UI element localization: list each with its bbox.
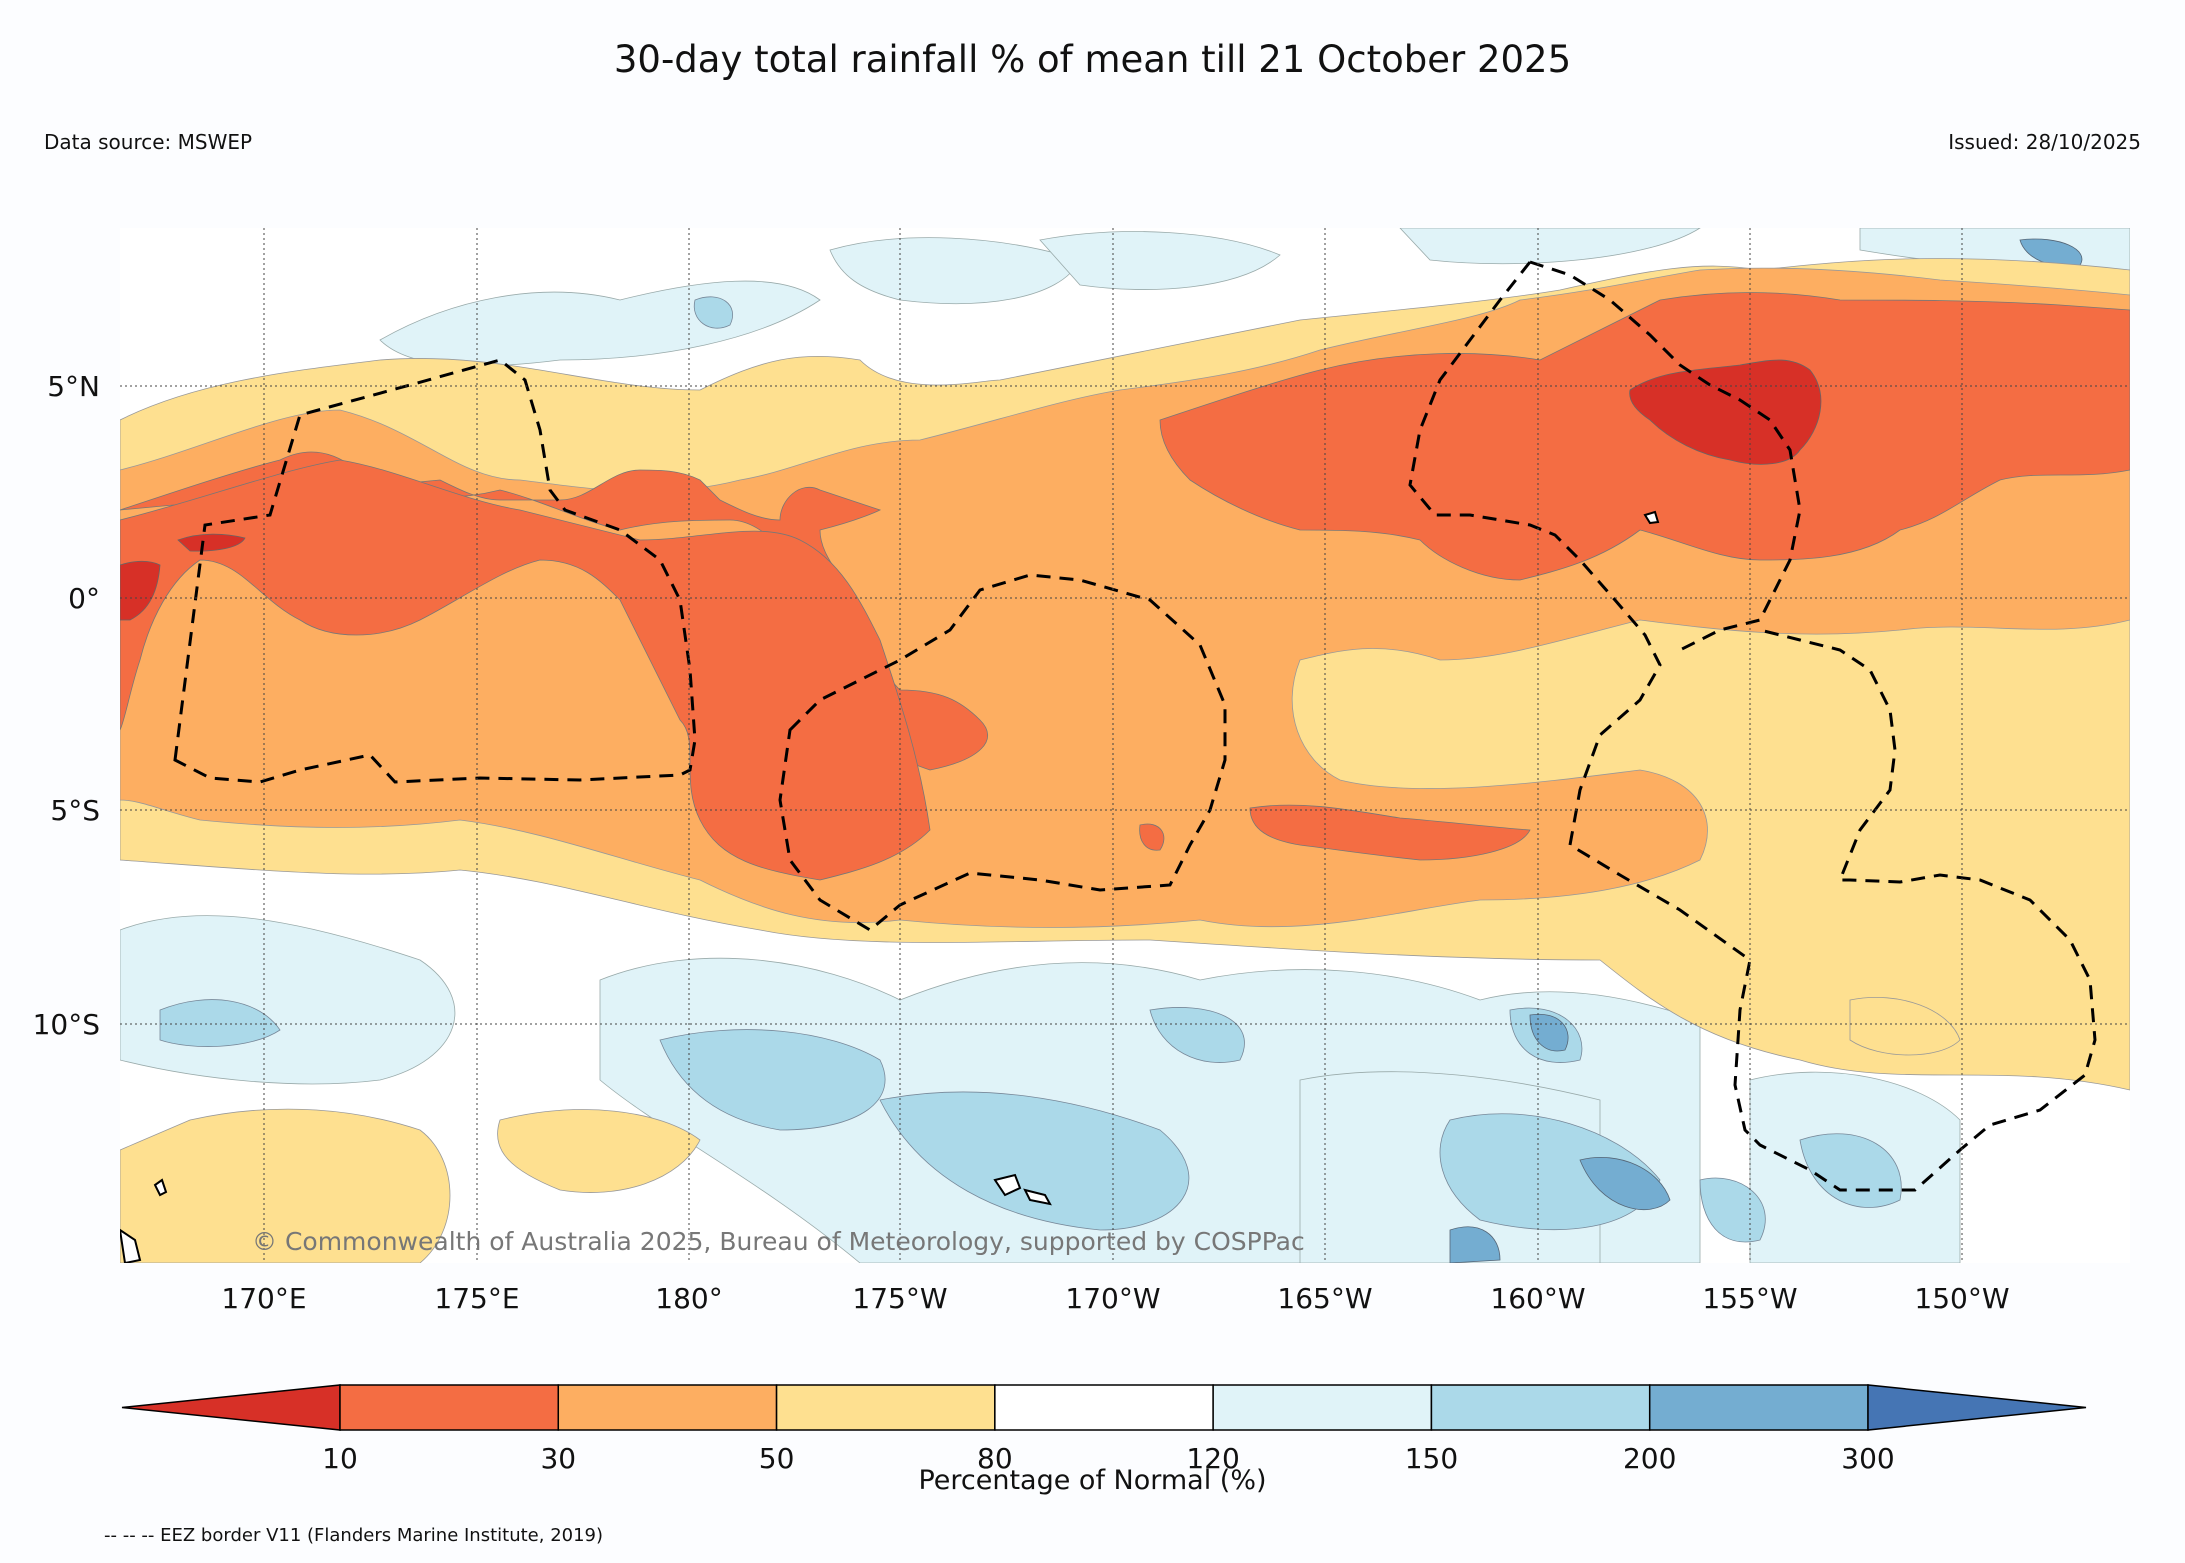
- very-dry-region: [120, 359, 1822, 621]
- dry-region: [120, 292, 2130, 881]
- data-source-label: Data source: MSWEP: [44, 130, 253, 154]
- issued-date-label: Issued: 28/10/2025: [1948, 130, 2141, 154]
- colorbar-title: Percentage of Normal (%): [918, 1465, 1267, 1496]
- eez-legend-note: -- -- -- EEZ border V11 (Flanders Marine…: [104, 1525, 604, 1546]
- colorbar-tick-label: 150: [1405, 1442, 1458, 1475]
- lon-label: 180°: [655, 1282, 722, 1315]
- colorbar-segment: [1648, 1384, 1869, 1431]
- above-region: [159, 296, 1902, 1243]
- lon-label: 150°W: [1914, 1282, 2009, 1315]
- colorbar-segment: [1430, 1384, 1651, 1431]
- chart-title: 30-day total rainfall % of mean till 21 …: [613, 38, 1572, 81]
- colorbar-segment: [994, 1384, 1214, 1431]
- colorbar-tick-label: 200: [1623, 1442, 1676, 1475]
- colorbar: [121, 1384, 2087, 1431]
- lon-label: 155°W: [1702, 1282, 1797, 1315]
- colorbar-extend-high: [1867, 1384, 2087, 1431]
- lon-label: 175°E: [434, 1282, 519, 1315]
- colorbar-tick-label: 30: [540, 1442, 576, 1475]
- gridlines: [120, 228, 2130, 1263]
- lon-label: 170°W: [1065, 1282, 1160, 1315]
- lat-label: 10°S: [33, 1008, 100, 1041]
- lon-label: 160°W: [1490, 1282, 1585, 1315]
- wet-region: [1449, 238, 2083, 1263]
- colorbar-segment: [339, 1384, 560, 1431]
- colorbar-segment: [557, 1384, 778, 1431]
- map-field: [120, 228, 2130, 1263]
- colorbar-segment: [1212, 1384, 1433, 1431]
- lat-label: 5°S: [50, 794, 100, 827]
- lon-label: 165°W: [1277, 1282, 1372, 1315]
- colorbar-tick-label: 80: [977, 1442, 1013, 1475]
- colorbar-tick-label: 120: [1186, 1442, 1239, 1475]
- copyright-text: © Commonwealth of Australia 2025, Bureau…: [252, 1227, 1305, 1256]
- colorbar-extend-low: [121, 1384, 341, 1431]
- colorbar-ticks: 10 30 50 80 120 150 200 300: [322, 1442, 1895, 1475]
- lon-label: 175°W: [852, 1282, 947, 1315]
- lon-label: 170°E: [221, 1282, 306, 1315]
- colorbar-tick-label: 10: [322, 1442, 358, 1475]
- colorbar-tick-label: 300: [1841, 1442, 1894, 1475]
- colorbar-tick-label: 50: [759, 1442, 795, 1475]
- lat-label: 0°: [68, 582, 100, 615]
- lat-label: 5°N: [47, 370, 100, 403]
- island-outlines: [120, 510, 1660, 1263]
- colorbar-segment: [775, 1384, 996, 1431]
